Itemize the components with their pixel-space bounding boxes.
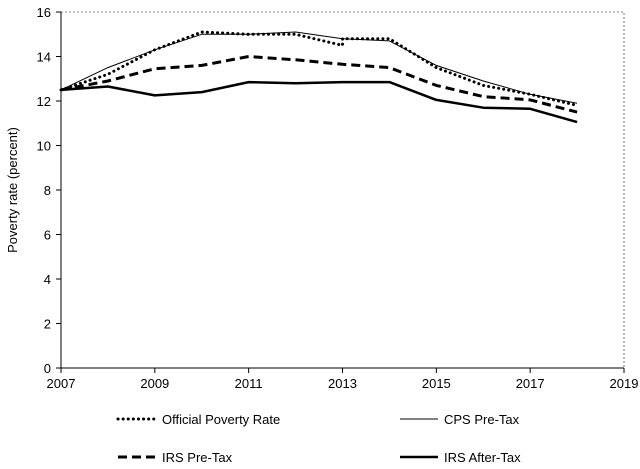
series-line-official-poverty-rate bbox=[59, 30, 579, 107]
y-tick-label: 6 bbox=[44, 228, 51, 243]
series-line-irs-pre-tax bbox=[60, 55, 578, 114]
y-tick-label: 16 bbox=[37, 5, 51, 20]
x-tick-label: 2019 bbox=[610, 376, 639, 391]
x-tick-label: 2009 bbox=[140, 376, 169, 391]
legend-label-irs-after-tax: IRS After-Tax bbox=[444, 450, 521, 465]
legend-label-cps-pre-tax: CPS Pre-Tax bbox=[444, 412, 520, 427]
x-tick-label: 2017 bbox=[516, 376, 545, 391]
y-axis-ticks: 0 2 4 6 8 10 12 14 16 bbox=[37, 5, 61, 376]
series-line-cps-pre-tax bbox=[60, 31, 578, 104]
series-line-irs-after-tax bbox=[60, 80, 578, 124]
y-axis-title: Poverty rate (percent) bbox=[5, 127, 20, 253]
series-lines bbox=[59, 30, 579, 124]
x-tick-label: 2007 bbox=[47, 376, 76, 391]
x-axis-ticks: 2007 2009 2011 2013 2015 2017 2019 bbox=[47, 368, 639, 391]
y-tick-label: 14 bbox=[37, 50, 51, 65]
x-tick-label: 2015 bbox=[422, 376, 451, 391]
y-tick-label: 0 bbox=[44, 361, 51, 376]
x-tick-label: 2013 bbox=[328, 376, 357, 391]
y-tick-label: 12 bbox=[37, 94, 51, 109]
legend: Official Poverty Rate CPS Pre-Tax IRS Pre-… bbox=[116, 412, 521, 465]
y-tick-label: 2 bbox=[44, 317, 51, 332]
x-tick-label: 2011 bbox=[235, 376, 263, 391]
y-tick-label: 4 bbox=[44, 272, 51, 287]
legend-label-official-poverty-rate: Official Poverty Rate bbox=[162, 412, 280, 427]
legend-label-irs-pre-tax: IRS Pre-Tax bbox=[162, 450, 233, 465]
y-tick-label: 8 bbox=[44, 183, 51, 198]
y-tick-label: 10 bbox=[37, 139, 51, 154]
